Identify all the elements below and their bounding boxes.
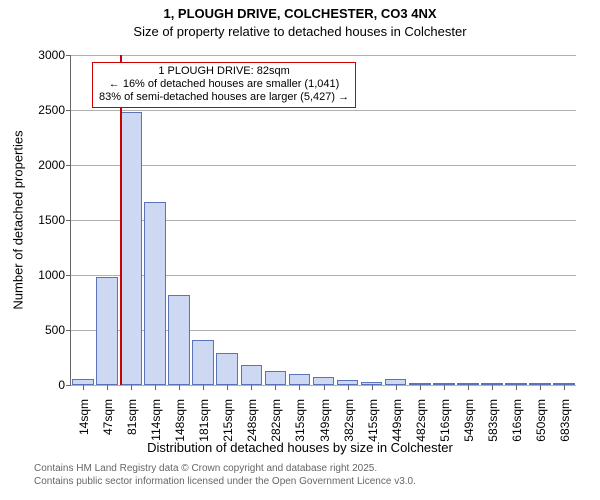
xtick-label: 583sqm (484, 399, 500, 442)
footer-line: Contains public sector information licen… (34, 476, 416, 489)
xtick-mark (492, 385, 493, 390)
annotation-line: 1 PLOUGH DRIVE: 82sqm (99, 65, 349, 78)
xtick-label: 81sqm (123, 399, 139, 435)
xtick-label: 14sqm (75, 399, 91, 435)
histogram-bar (168, 295, 190, 385)
footer-line: Contains HM Land Registry data © Crown c… (34, 463, 416, 476)
xtick-mark (227, 385, 228, 390)
xtick-label: 148sqm (171, 399, 187, 442)
y-axis-label: Number of detached properties (11, 130, 26, 309)
xtick-mark (131, 385, 132, 390)
gridline (71, 165, 576, 166)
xtick-label: 482sqm (412, 399, 428, 442)
histogram-bar (192, 340, 214, 385)
xtick-label: 315sqm (291, 399, 307, 442)
xtick-label: 248sqm (243, 399, 259, 442)
xtick-label: 683sqm (556, 399, 572, 442)
ytick-label: 0 (58, 378, 71, 392)
xtick-label: 616sqm (508, 399, 524, 442)
xtick-label: 549sqm (460, 399, 476, 442)
xtick-mark (83, 385, 84, 390)
histogram-bar (96, 277, 118, 385)
ytick-label: 1000 (38, 268, 71, 282)
xtick-label: 650sqm (532, 399, 548, 442)
xtick-mark (275, 385, 276, 390)
xtick-mark (348, 385, 349, 390)
xtick-mark (564, 385, 565, 390)
gridline (71, 110, 576, 111)
xtick-mark (444, 385, 445, 390)
histogram-bar (216, 353, 238, 385)
xtick-mark (107, 385, 108, 390)
histogram-bar (313, 377, 335, 385)
annotation-line: ← 16% of detached houses are smaller (1,… (99, 78, 349, 91)
xtick-mark (468, 385, 469, 390)
annotation-line: 83% of semi-detached houses are larger (… (99, 91, 349, 104)
ytick-label: 2500 (38, 103, 71, 117)
xtick-mark (420, 385, 421, 390)
xtick-label: 215sqm (219, 399, 235, 442)
xtick-mark (155, 385, 156, 390)
xtick-label: 349sqm (316, 399, 332, 442)
xtick-mark (251, 385, 252, 390)
xtick-label: 449sqm (388, 399, 404, 442)
ytick-label: 1500 (38, 213, 71, 227)
xtick-label: 181sqm (195, 399, 211, 442)
histogram-bar (241, 365, 263, 385)
xtick-mark (372, 385, 373, 390)
xtick-label: 382sqm (340, 399, 356, 442)
xtick-mark (396, 385, 397, 390)
histogram-bar (120, 112, 142, 385)
gridline (71, 55, 576, 56)
xtick-label: 516sqm (436, 399, 452, 442)
xtick-label: 47sqm (99, 399, 115, 435)
xtick-mark (203, 385, 204, 390)
xtick-mark (324, 385, 325, 390)
x-axis-label: Distribution of detached houses by size … (0, 440, 600, 455)
xtick-label: 415sqm (364, 399, 380, 442)
ytick-label: 500 (45, 323, 71, 337)
xtick-mark (299, 385, 300, 390)
xtick-mark (179, 385, 180, 390)
histogram-bar (144, 202, 166, 385)
chart-title-line1: 1, PLOUGH DRIVE, COLCHESTER, CO3 4NX (0, 6, 600, 21)
ytick-label: 3000 (38, 48, 71, 62)
histogram-bar (265, 371, 287, 385)
xtick-mark (540, 385, 541, 390)
annotation-box: 1 PLOUGH DRIVE: 82sqm← 16% of detached h… (92, 62, 356, 108)
attribution-footer: Contains HM Land Registry data © Crown c… (34, 463, 416, 488)
histogram-bar (289, 374, 311, 385)
chart-title-line2: Size of property relative to detached ho… (0, 24, 600, 39)
xtick-label: 282sqm (267, 399, 283, 442)
xtick-label: 114sqm (147, 399, 163, 441)
ytick-label: 2000 (38, 158, 71, 172)
xtick-mark (516, 385, 517, 390)
